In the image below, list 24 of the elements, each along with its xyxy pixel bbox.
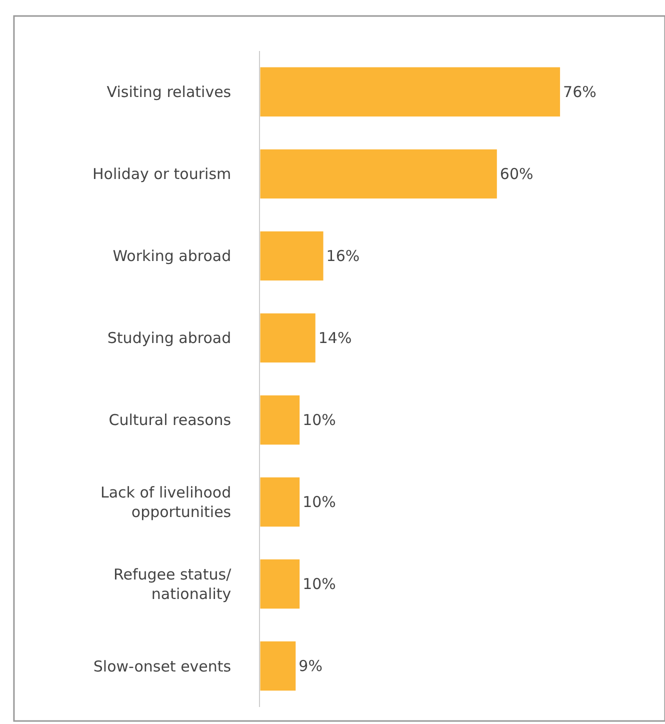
y-tick-label: Refugee status/ nationality [113,566,232,603]
data-label: 76% [563,82,596,101]
bar [260,149,497,199]
bar [260,231,324,281]
data-label: 14% [318,328,352,347]
data-label: 60% [500,164,534,183]
y-tick-label: Working abroad [112,247,232,266]
bar [260,559,300,609]
bar [260,477,300,527]
bar [260,395,300,445]
y-tick-label: Studying abroad [107,329,232,348]
bar [260,67,560,117]
data-label: 9% [298,657,322,676]
y-tick-label: Visiting relatives [106,83,232,102]
y-tick-label: Lack of livelihood opportunities [100,483,232,521]
data-label: 10% [302,492,336,511]
bar [260,641,296,691]
y-tick-label: Slow-onset events [93,657,232,676]
data-label: 16% [326,246,360,265]
y-tick-label: Cultural reasons [108,411,232,430]
data-label: 10% [302,574,336,593]
data-label: 10% [302,410,336,429]
bar [260,313,316,363]
y-tick-label: Holiday or tourism [92,165,232,184]
